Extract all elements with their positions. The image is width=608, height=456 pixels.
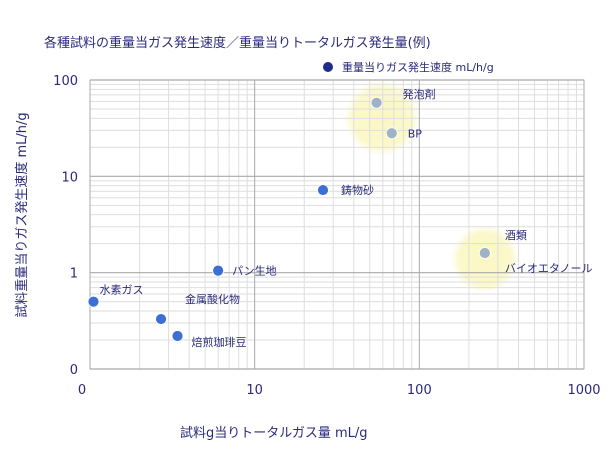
x-tick-label: 100 [407, 383, 432, 398]
data-point [87, 295, 100, 308]
data-point [370, 96, 383, 109]
data-point [155, 313, 167, 325]
x-tick-label: 1000 [567, 383, 600, 398]
data-point [385, 127, 398, 140]
x-tick-label: 0 [78, 383, 86, 398]
point-label: パン生地 [232, 264, 277, 278]
legend-label: 重量当りガス発生速度 mL/h/g [342, 60, 494, 74]
y-tick-label: 10 [61, 170, 78, 185]
data-point [171, 330, 184, 342]
point-label: 発泡剤 [403, 87, 436, 101]
point-label: 酒類 [505, 229, 527, 242]
point-label: 焙煎珈琲豆 [192, 335, 247, 349]
axis-ticks: 0 10 100 1000 0 1 10 100 [53, 74, 600, 398]
data-point [212, 264, 225, 277]
annotation-label: バイオエタノール [505, 262, 593, 275]
legend: 重量当りガス発生速度 mL/h/g [323, 60, 494, 74]
y-tick-label: 1 [70, 267, 78, 282]
point-label: 金属酸化物 [185, 292, 240, 306]
legend-marker [323, 62, 333, 72]
point-label: 水素ガス [99, 284, 143, 297]
point-label: 鋳物砂 [341, 183, 374, 197]
y-tick-label: 0 [70, 363, 78, 378]
x-tick-label: 10 [246, 383, 263, 398]
y-axis-title: 試料重量当りガス発生速度 mL/h/g [14, 112, 30, 317]
data-point [317, 184, 329, 196]
data-points [87, 96, 491, 342]
x-axis-title: 試料g当りトータルガス量 mL/g [180, 425, 368, 441]
y-tick-label: 100 [53, 74, 78, 89]
highlight-alcohol [450, 225, 519, 294]
data-point [478, 247, 491, 259]
plot-frame [89, 79, 585, 370]
chart-title: 各種試料の重量当ガス発生速度／重量当りトータルガス発生量(例) [44, 35, 431, 51]
point-label: BP [408, 127, 423, 140]
plot-area [89, 79, 585, 370]
grid-lines [89, 79, 585, 370]
